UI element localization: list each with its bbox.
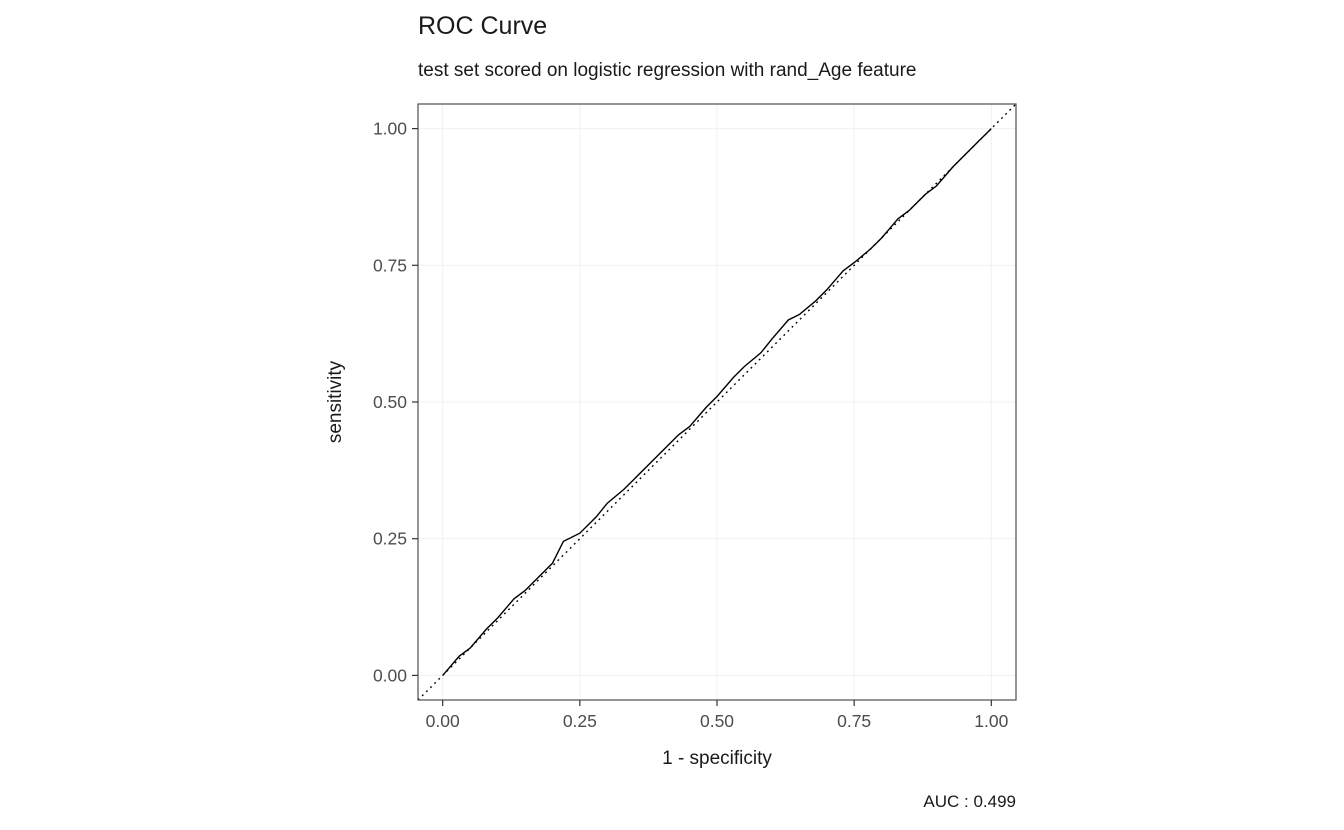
plot-title: ROC Curve [418,12,548,40]
x-tick-label: 0.25 [563,711,597,731]
y-tick-label: 1.00 [373,119,407,139]
reference-diagonal-line [417,103,1017,701]
roc-curve-line [442,128,992,676]
x-tick-label: 0.75 [837,711,871,731]
y-tick-label: 0.75 [373,255,407,275]
x-tick-label: 0.50 [700,711,734,731]
plot-subtitle: test set scored on logistic regression w… [418,60,917,81]
x-axis-title: 1 - specificity [662,748,772,769]
x-tick-label: 0.00 [426,711,460,731]
y-tick-label: 0.50 [373,392,407,412]
y-tick-label: 0.25 [373,529,407,549]
y-tick-label: 0.00 [373,665,407,685]
auc-caption: AUC : 0.499 [923,792,1016,811]
x-tick-label: 1.00 [974,711,1008,731]
